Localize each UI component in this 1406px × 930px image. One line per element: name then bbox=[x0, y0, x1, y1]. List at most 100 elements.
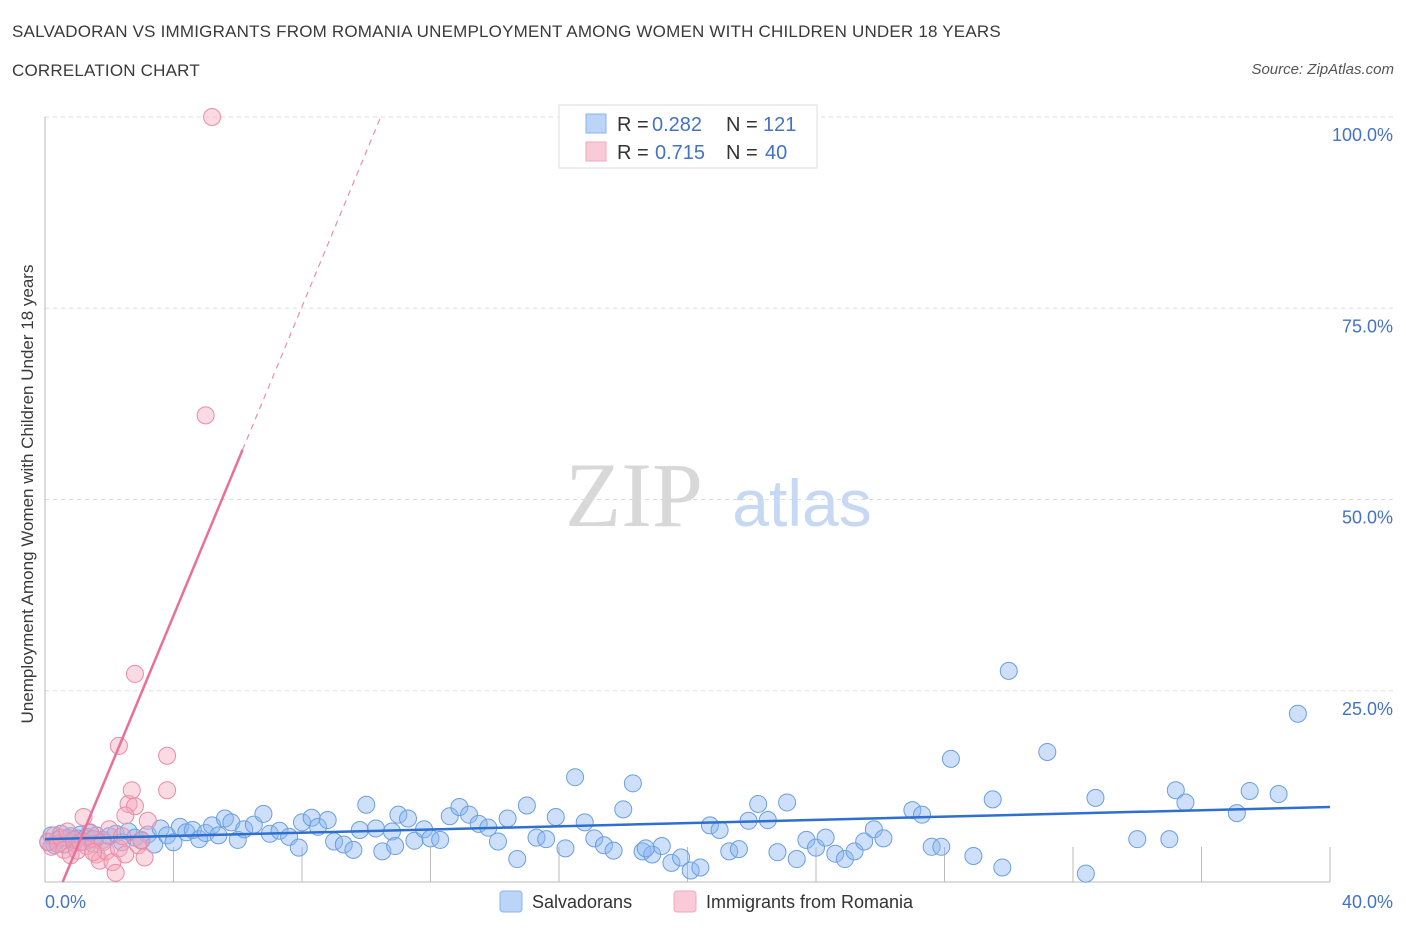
y-axis-title: Unemployment Among Women with Children U… bbox=[18, 265, 37, 724]
point-salvadorans bbox=[700, 816, 719, 835]
point-salvadorans bbox=[405, 831, 424, 850]
point-salvadorans bbox=[922, 837, 941, 856]
point-romania bbox=[106, 863, 125, 882]
point-salvadorans bbox=[389, 805, 408, 824]
stats-legend: R = 0.282 N = 121 R = 0.715 N = 40 bbox=[558, 104, 818, 169]
point-romania bbox=[122, 781, 141, 800]
point-salvadorans bbox=[594, 836, 613, 855]
point-salvadorans bbox=[270, 821, 289, 840]
point-salvadorans bbox=[797, 830, 816, 849]
point-salvadorans bbox=[498, 809, 517, 828]
legend-r-label-2: R = bbox=[617, 142, 649, 164]
point-salvadorans bbox=[964, 846, 983, 865]
point-romania bbox=[196, 406, 215, 425]
point-salvadorans bbox=[652, 837, 671, 856]
point-salvadorans bbox=[662, 853, 681, 872]
point-salvadorans bbox=[864, 820, 883, 839]
point-salvadorans bbox=[681, 861, 700, 880]
legend-r-value-1: 0.282 bbox=[652, 114, 702, 136]
point-salvadorans bbox=[527, 828, 546, 847]
point-salvadorans bbox=[164, 833, 183, 852]
point-salvadorans bbox=[366, 819, 385, 838]
point-salvadorans bbox=[1160, 830, 1179, 849]
point-romania bbox=[116, 845, 135, 864]
legend-swatch-romania bbox=[585, 141, 607, 162]
legend-swatch-salvadorans bbox=[585, 113, 607, 134]
point-salvadorans bbox=[517, 796, 536, 815]
point-salvadorans bbox=[932, 837, 951, 856]
point-salvadorans bbox=[672, 848, 691, 867]
point-salvadorans bbox=[993, 858, 1012, 877]
point-salvadorans bbox=[913, 805, 932, 824]
legend-r-label-1: R = bbox=[617, 114, 649, 136]
point-salvadorans bbox=[874, 829, 893, 848]
x-tick-labels: 0.0% 40.0% bbox=[45, 892, 1393, 912]
point-salvadorans bbox=[508, 850, 527, 869]
point-salvadorans bbox=[289, 838, 308, 857]
point-salvadorans bbox=[399, 809, 418, 828]
point-salvadorans bbox=[623, 774, 642, 793]
point-salvadorans bbox=[1269, 785, 1288, 804]
point-salvadorans bbox=[633, 842, 652, 861]
point-salvadorans bbox=[710, 820, 729, 839]
chart-title: SALVADORAN VS IMMIGRANTS FROM ROMANIA UN… bbox=[12, 22, 1001, 41]
point-salvadorans bbox=[1176, 793, 1195, 812]
legend-n-label-2: N = bbox=[726, 142, 758, 164]
point-romania bbox=[84, 843, 103, 862]
y-tick-labels: 100.0% 75.0% 50.0% 25.0% bbox=[1332, 125, 1393, 719]
trend-line-salvadorans bbox=[44, 805, 1331, 841]
trend-line-romania bbox=[61, 449, 244, 883]
watermark: ZIP atlas bbox=[565, 444, 872, 546]
point-salvadorans bbox=[983, 790, 1002, 809]
point-romania bbox=[158, 746, 177, 765]
point-salvadorans bbox=[450, 798, 469, 817]
bottom-legend-label-romania: Immigrants from Romania bbox=[706, 892, 914, 912]
point-salvadorans bbox=[537, 830, 556, 849]
point-salvadorans bbox=[357, 795, 376, 814]
point-salvadorans bbox=[386, 837, 405, 856]
y-tick-label: 50.0% bbox=[1342, 508, 1393, 528]
point-salvadorans bbox=[855, 832, 874, 851]
x-ticks bbox=[173, 847, 1331, 882]
point-salvadorans bbox=[999, 661, 1018, 680]
point-salvadorans bbox=[488, 832, 507, 851]
point-salvadorans bbox=[1227, 804, 1246, 823]
point-salvadorans bbox=[431, 830, 450, 849]
gridlines bbox=[45, 116, 1393, 692]
point-salvadorans bbox=[826, 844, 845, 863]
point-salvadorans bbox=[254, 804, 273, 823]
point-salvadorans bbox=[1288, 704, 1307, 723]
point-salvadorans bbox=[778, 793, 797, 812]
legend-n-value-1: 121 bbox=[763, 114, 796, 136]
point-romania bbox=[116, 806, 135, 825]
point-salvadorans bbox=[1038, 742, 1057, 761]
point-salvadorans bbox=[302, 808, 321, 827]
source-label: Source: ZipAtlas.com bbox=[1251, 61, 1394, 78]
legend-n-label-1: N = bbox=[726, 114, 758, 136]
point-salvadorans bbox=[816, 828, 835, 847]
trend-line-romania-extrapolated bbox=[242, 116, 382, 451]
point-romania bbox=[132, 830, 151, 849]
point-salvadorans bbox=[1086, 788, 1105, 807]
point-romania bbox=[125, 664, 144, 683]
point-romania bbox=[203, 108, 222, 126]
point-salvadorans bbox=[729, 840, 748, 859]
point-salvadorans bbox=[1166, 781, 1185, 800]
x-tick-label-min: 0.0% bbox=[45, 892, 86, 912]
bottom-legend-label-salvadorans: Salvadorans bbox=[532, 892, 632, 912]
trend-lines bbox=[44, 116, 1331, 883]
point-salvadorans bbox=[807, 838, 825, 857]
point-salvadorans bbox=[556, 839, 575, 858]
point-salvadorans bbox=[941, 749, 960, 768]
point-salvadorans bbox=[749, 794, 768, 813]
point-romania bbox=[158, 781, 177, 800]
point-salvadorans bbox=[546, 807, 565, 826]
point-salvadorans bbox=[835, 850, 854, 869]
series-legend: Salvadorans Immigrants from Romania bbox=[499, 890, 914, 913]
watermark-zip: ZIP bbox=[565, 444, 703, 546]
point-salvadorans bbox=[1128, 830, 1147, 849]
point-romania bbox=[125, 797, 144, 816]
point-salvadorans bbox=[334, 835, 353, 854]
point-salvadorans bbox=[691, 858, 710, 877]
